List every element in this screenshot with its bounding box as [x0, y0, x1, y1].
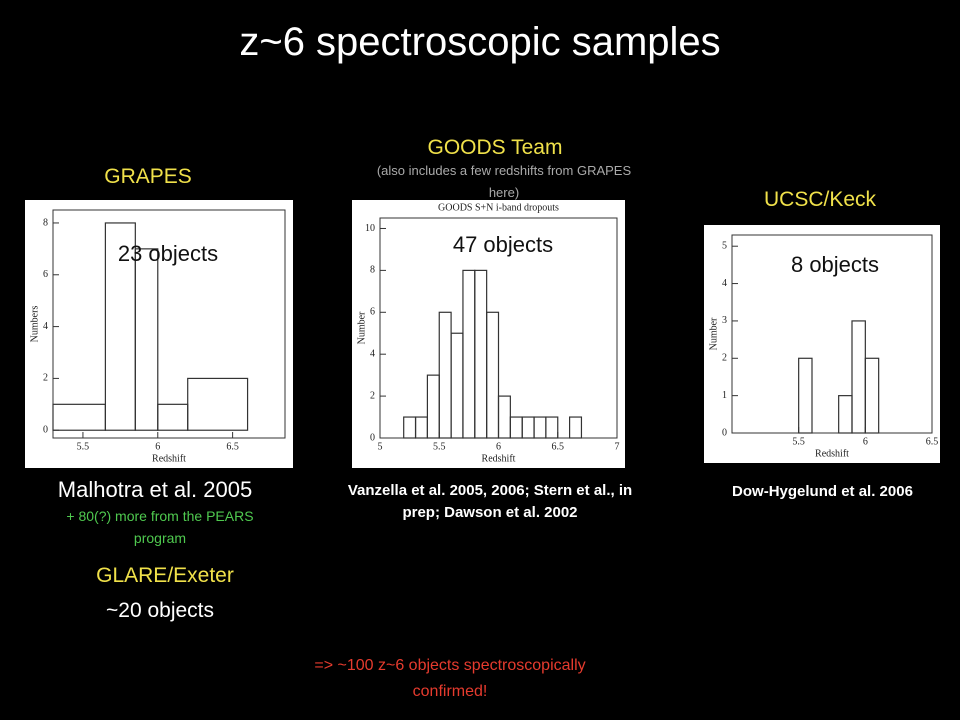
x-axis-label: Redshift: [152, 453, 186, 464]
y-tick-label: 4: [722, 278, 727, 289]
conclusion: => ~100 z~6 objects spectroscopically co…: [314, 657, 586, 700]
note: + 80(?) more from the PEARS program: [66, 508, 254, 546]
y-axis-label: Number: [708, 317, 719, 350]
y-tick-label: 5: [722, 241, 727, 252]
y-tick-label: 3: [722, 315, 727, 326]
x-axis-label: Redshift: [815, 448, 849, 459]
ucsc-heading: UCSC/Keck: [763, 188, 877, 211]
y-tick-label: 4: [370, 348, 375, 359]
bar: [52, 403, 106, 431]
bar: [851, 320, 866, 434]
bar: [838, 395, 853, 434]
bar: [462, 269, 476, 439]
bar: [533, 416, 547, 439]
bar: [438, 311, 452, 439]
histogram: GOODS S+N i-band dropouts 5 5.5 6 6.5 7 0 2 4 6 8 1…: [352, 200, 625, 468]
y-tick-label: 0: [722, 427, 727, 438]
plot-frame: [52, 209, 286, 439]
x-tick-label: 5: [378, 441, 383, 452]
y-tick-label: 2: [722, 353, 727, 364]
x-tick-label: 6.5: [926, 436, 939, 447]
y-tick-label: 6: [370, 307, 375, 318]
x-tick-label: 5.5: [77, 441, 90, 452]
histogram: 5.5 6 6.5 0 1 2 3 4 5 Redshift Number: [704, 225, 940, 463]
y-tick-label: 0: [43, 425, 48, 436]
x-tick-label: 6.5: [226, 441, 239, 452]
bar: [864, 357, 880, 434]
plot-frame: [731, 234, 933, 434]
x-tick-label: 6.5: [552, 441, 565, 452]
citation: Vanzella et al. 2005, 2006; Stern et al.…: [347, 482, 633, 521]
bar: [157, 403, 189, 431]
y-tick-label: 8: [370, 265, 375, 276]
bar: [521, 416, 535, 439]
x-tick-label: 6: [155, 441, 160, 452]
histogram: 5.5 6 6.5 0 2 4 6 8 Redshift Numbers: [25, 200, 293, 468]
bar: [486, 311, 500, 439]
x-tick-label: 7: [615, 441, 620, 452]
bar: [545, 416, 559, 439]
y-axis-label: Number: [356, 311, 367, 344]
object-count: 47 objects: [452, 232, 554, 257]
y-tick-label: 10: [365, 223, 375, 234]
bar: [798, 357, 813, 434]
x-tick-label: 5.5: [792, 436, 805, 447]
y-tick-label: 4: [43, 321, 48, 332]
bar: [497, 395, 511, 439]
x-tick-label: 5.5: [433, 441, 446, 452]
x-axis-label: Redshift: [482, 453, 516, 464]
bar: [509, 416, 523, 439]
object-count: 8 objects: [790, 252, 880, 277]
object-count: 23 objects: [117, 241, 219, 266]
citation: Dow-Hygelund et al. 2006: [732, 483, 913, 500]
bar: [403, 416, 417, 439]
bar: [187, 377, 249, 431]
citation: Malhotra et al. 2005: [57, 477, 253, 502]
y-tick-label: 6: [43, 269, 48, 280]
bar: [450, 332, 464, 439]
glare-heading: GLARE/Exeter: [96, 564, 234, 587]
x-tick-label: 6: [496, 441, 501, 452]
chart-title: GOODS S+N i-band dropouts: [438, 202, 559, 213]
x-tick-label: 6: [863, 436, 868, 447]
bar: [474, 269, 488, 439]
bar: [426, 374, 440, 439]
bar: [134, 248, 159, 431]
grapes-heading: GRAPES: [104, 165, 192, 188]
y-tick-label: 8: [43, 217, 48, 228]
bar: [414, 416, 428, 439]
y-tick-label: 2: [370, 390, 375, 401]
bar: [569, 416, 583, 439]
glare-count: ~20 objects: [106, 599, 214, 622]
goods-heading: GOODS Team: [427, 136, 563, 159]
y-tick-label: 1: [722, 390, 727, 401]
y-tick-label: 0: [370, 432, 375, 443]
goods-note: (also includes a few redshifts from GRAP…: [376, 163, 632, 200]
slide-title: z~6 spectroscopic samples: [239, 20, 721, 64]
y-tick-label: 2: [43, 373, 48, 384]
y-axis-label: Numbers: [29, 306, 40, 343]
